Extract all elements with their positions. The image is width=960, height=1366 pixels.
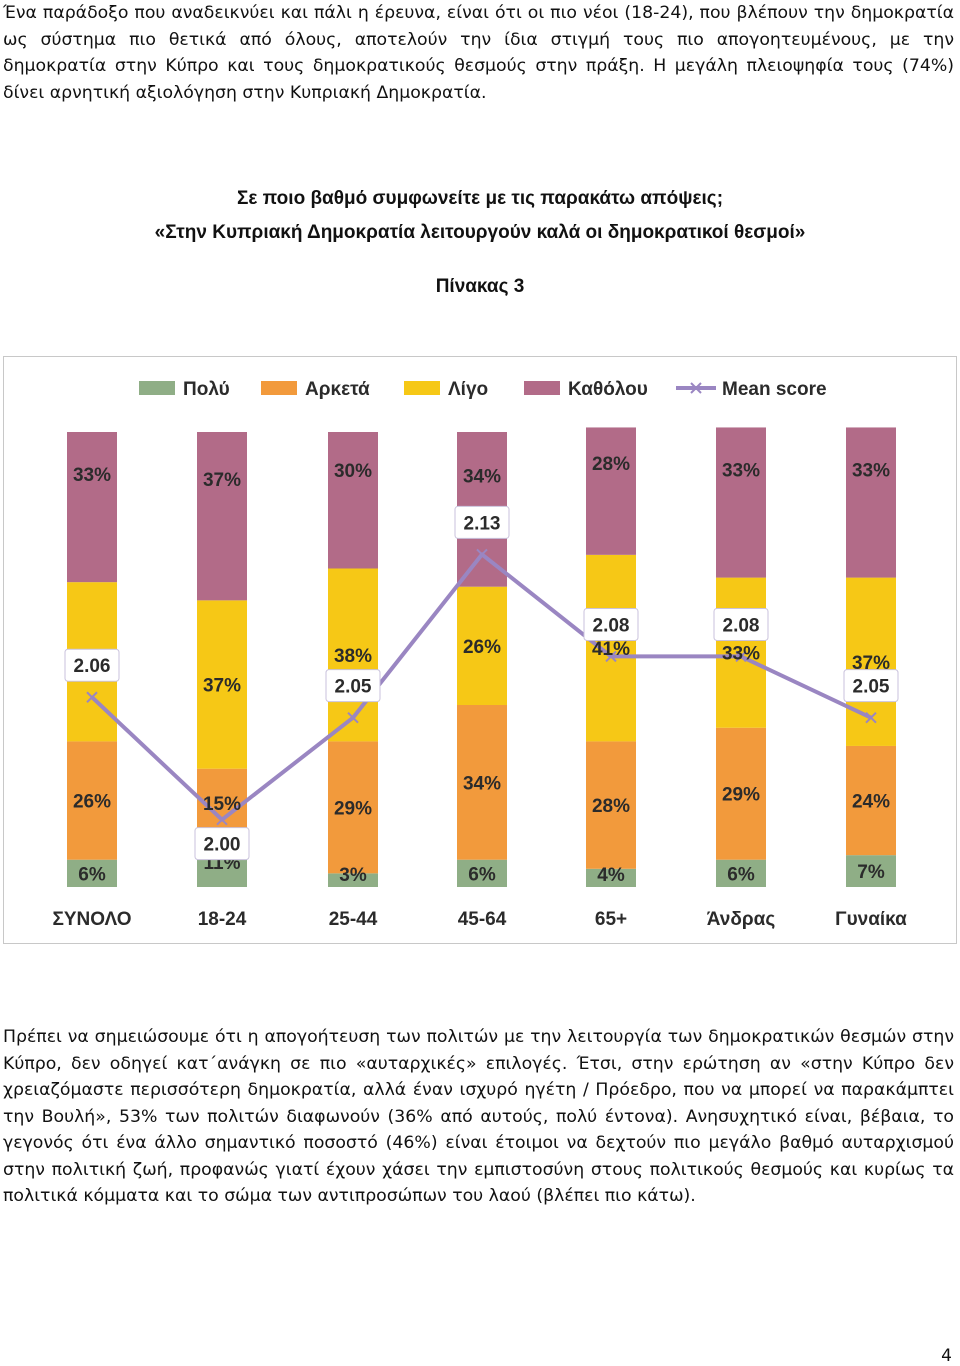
data-label: 7%: [857, 862, 885, 883]
data-label: 29%: [722, 785, 760, 806]
bar-segment: [328, 432, 378, 569]
legend-swatch: [261, 381, 297, 395]
category-label: 25-44: [329, 909, 378, 930]
bar-segment: [716, 727, 766, 860]
data-label: 30%: [334, 461, 372, 482]
data-label: 15%: [203, 794, 241, 815]
table-label: Πίνακας 3: [435, 276, 525, 297]
category-label: 18-24: [198, 909, 247, 930]
mean-score-label: 2.08: [723, 615, 760, 636]
legend-label: Πολύ: [183, 379, 230, 400]
mean-score-marker: [86, 691, 98, 703]
mean-score-box: [454, 505, 510, 539]
category-label: 65+: [595, 909, 627, 930]
mean-score-label: 2.05: [335, 677, 372, 698]
data-label: 37%: [203, 470, 241, 491]
bar-segment: [716, 859, 766, 887]
mean-score-box: [583, 607, 639, 641]
mean-score-marker: [735, 650, 747, 663]
bar-segment: [586, 741, 636, 869]
mean-score-label: 2.00: [204, 835, 241, 856]
bar-segment: [846, 745, 896, 856]
bar-segment: [586, 554, 636, 742]
bar-segment: [328, 873, 378, 887]
stacked-bar-chart: 6%26%35%33%11%15%37%37%3%29%38%30%6%34%2…: [52, 379, 907, 930]
data-label: 24%: [852, 792, 890, 813]
mean-score-marker: [605, 650, 617, 663]
legend-swatch: [524, 381, 560, 395]
mean-score-box: [325, 669, 381, 703]
mean-score-label: 2.08: [593, 615, 630, 636]
data-label: 33%: [722, 460, 760, 481]
mean-score-label: 2.05: [853, 677, 890, 698]
data-label: 38%: [334, 646, 372, 667]
intro-paragraph: Ένα παράδοξο που αναδεικνύει και πάλι η …: [3, 3, 954, 103]
legend-label: Καθόλου: [568, 379, 648, 400]
mean-score-marker: [865, 711, 877, 724]
bar-segment: [197, 432, 247, 601]
bar-segment: [197, 600, 247, 769]
bar-segment: [586, 427, 636, 555]
data-label: 34%: [463, 773, 501, 794]
data-label: 28%: [592, 796, 630, 817]
mean-score-marker: [347, 711, 359, 724]
bar-segment: [846, 855, 896, 887]
page-number: 4: [941, 1346, 952, 1366]
data-label: 26%: [73, 792, 111, 813]
legend-label: Αρκετά: [305, 379, 370, 400]
data-label: 6%: [468, 864, 496, 885]
mean-score-label: 2.13: [464, 513, 501, 534]
data-label: 3%: [339, 865, 367, 886]
category-label: Άνδρας: [707, 909, 776, 930]
category-label: Γυναίκα: [835, 909, 907, 930]
bar-segment: [67, 859, 117, 887]
bar-segment: [457, 705, 507, 860]
bar-segment: [457, 859, 507, 887]
mean-score-marker: [216, 813, 228, 826]
bar-segment: [586, 868, 636, 887]
category-label: 45-64: [458, 909, 507, 930]
bar-segment: [67, 432, 117, 583]
bar-segment: [67, 741, 117, 860]
data-label: 33%: [852, 460, 890, 481]
data-label: 6%: [727, 864, 755, 885]
data-label: 41%: [592, 639, 630, 660]
bar-segment: [846, 427, 896, 578]
data-label: 34%: [463, 466, 501, 487]
bar-segment: [716, 427, 766, 578]
data-label: 37%: [203, 676, 241, 697]
bar-segment: [716, 577, 766, 728]
bar-segment: [328, 568, 378, 742]
category-label: ΣΥΝΟΛΟ: [52, 909, 131, 930]
mean-score-box: [843, 669, 899, 703]
survey-question: Σε ποιο βαθμό συμφωνείτε με τις παρακάτω…: [236, 188, 724, 209]
data-label: 29%: [334, 798, 372, 819]
legend-swatch: [139, 381, 175, 395]
mean-score-box: [194, 827, 250, 861]
survey-statement: «Στην Κυπριακή Δημοκρατία λειτουργούν κα…: [154, 222, 806, 243]
mean-score-box: [713, 607, 769, 641]
mean-score-box: [64, 648, 120, 682]
data-label: 28%: [592, 454, 630, 475]
data-label: 4%: [597, 865, 625, 886]
data-label: 6%: [78, 864, 106, 885]
mean-score-marker: [476, 548, 488, 561]
bar-segment: [457, 586, 507, 705]
data-label: 33%: [73, 465, 111, 486]
legend-swatch: [404, 381, 440, 395]
data-label: 33%: [722, 644, 760, 665]
mean-score-label: 2.06: [74, 656, 111, 677]
data-label: 37%: [852, 653, 890, 674]
bar-segment: [328, 741, 378, 874]
data-label: 26%: [463, 637, 501, 658]
legend-label: Λίγο: [448, 379, 488, 400]
body-paragraph: Πρέπει να σημειώσουμε ότι η απογοήτευση …: [3, 1027, 954, 1206]
legend-label: Mean score: [722, 379, 827, 400]
chart-container: 6%26%35%33%11%15%37%37%3%29%38%30%6%34%2…: [3, 356, 957, 944]
legend-line-marker: [690, 382, 702, 394]
